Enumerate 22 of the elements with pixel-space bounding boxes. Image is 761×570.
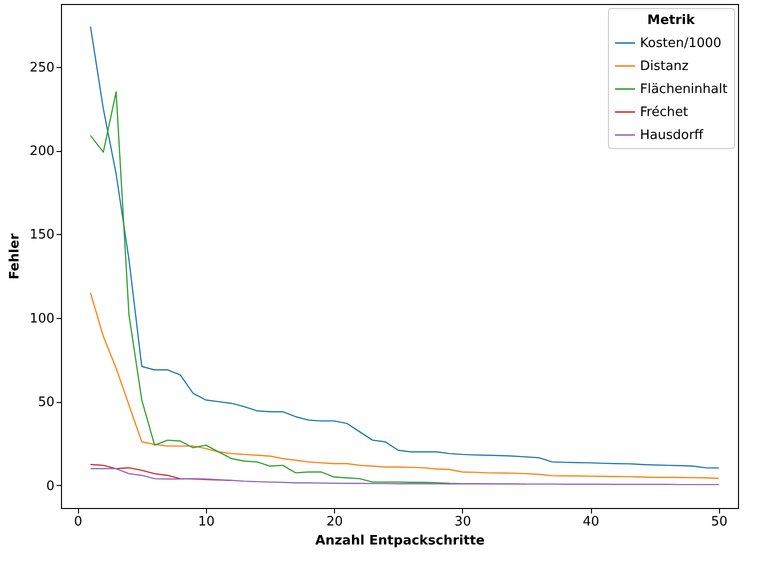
legend-label: Fréchet bbox=[640, 105, 688, 120]
y-tick-label: 150 bbox=[30, 228, 54, 243]
legend-label: Hausdorff bbox=[640, 128, 704, 143]
legend-label: Kosten/1000 bbox=[640, 36, 722, 51]
legend-title: Metrik bbox=[647, 13, 696, 28]
y-tick-label: 100 bbox=[30, 311, 54, 326]
y-axis-title: Fehler bbox=[8, 232, 23, 280]
y-tick-label: 200 bbox=[30, 144, 54, 160]
y-tick-label: 0 bbox=[46, 478, 54, 494]
legend-label: Flächeninhalt bbox=[640, 82, 728, 97]
x-tick-label: 50 bbox=[710, 514, 728, 530]
y-tick-label: 250 bbox=[30, 60, 54, 76]
x-tick-label: 40 bbox=[582, 514, 600, 530]
legend-label: Distanz bbox=[640, 59, 689, 74]
line-series bbox=[90, 468, 720, 486]
y-tick-label: 50 bbox=[38, 395, 54, 410]
x-tick-label: 30 bbox=[454, 514, 472, 530]
line-series bbox=[90, 292, 720, 479]
x-axis-title: Anzahl Entpackschritte bbox=[315, 534, 485, 548]
x-tick-label: 10 bbox=[198, 514, 215, 530]
x-tick-label: 0 bbox=[74, 514, 82, 530]
x-tick-label: 20 bbox=[326, 514, 343, 530]
